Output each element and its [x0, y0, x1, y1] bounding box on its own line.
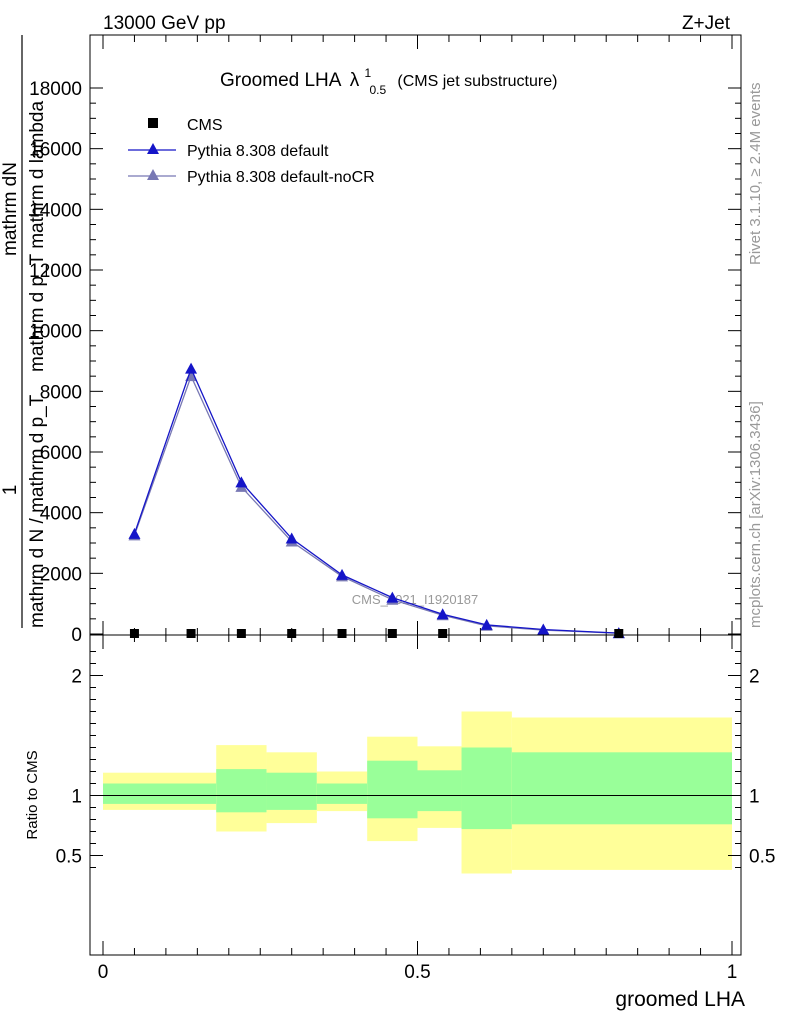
- cms-point: [236, 629, 246, 638]
- cms-point: [129, 629, 139, 638]
- main-ylabel-line2: mathrm dN: [0, 162, 21, 256]
- ratio-band-green: [511, 752, 732, 825]
- ratio-x-tick-label: 1: [727, 962, 738, 983]
- main-y-tick-label: 18000: [29, 79, 82, 100]
- energy-label: 13000 GeV pp: [103, 13, 226, 34]
- main-ylabel: 1 mathrm d N / mathrm d p_T mathrm dN ma…: [0, 35, 48, 628]
- series-point: [386, 591, 399, 603]
- ratio-y-tick-label: 0.5: [56, 847, 82, 868]
- ratio-band-green: [417, 770, 462, 812]
- series-point: [185, 362, 198, 374]
- legend: CMS Pythia 8.308 default Pythia 8.308 de…: [128, 117, 375, 186]
- main-ylabel-line1: mathrm d N / mathrm d p_T: [27, 394, 48, 628]
- plot-title-sub: 0.5: [369, 83, 386, 97]
- series-point: [128, 527, 141, 539]
- legend-marker-cms: [148, 118, 158, 128]
- ratio-y-tick-label: 1: [71, 787, 82, 808]
- ratio-y-tick-label-right: 1: [749, 787, 760, 808]
- main-y-tick-label: 2000: [40, 564, 82, 585]
- series-point: [436, 608, 449, 620]
- series-line: [133, 366, 619, 634]
- ratio-band-green: [103, 783, 217, 804]
- series-point: [235, 476, 248, 488]
- legend-label-nocr: Pythia 8.308 default-noCR: [187, 169, 375, 186]
- main-y-tick-label: 12000: [29, 261, 82, 282]
- main-series-group: [128, 362, 625, 639]
- series-line: [133, 374, 619, 634]
- legend-marker-nocr: [147, 169, 159, 180]
- series-point: [336, 568, 349, 580]
- ratio-band-green: [216, 769, 267, 813]
- cms-point: [287, 629, 297, 638]
- main-y-tick-label: 4000: [40, 504, 82, 525]
- rivet-label: Rivet 3.1.10, ≥ 2.4M events: [747, 83, 764, 266]
- series-point: [537, 623, 550, 635]
- ratio-y-tick-label: 2: [71, 667, 82, 688]
- plot-title: Groomed LHA λ 1 0.5 (CMS jet substructur…: [220, 61, 557, 99]
- ratio-x-tick-label: 0: [98, 962, 109, 983]
- ratio-xlabel: groomed LHA: [615, 988, 745, 1011]
- main-y-tick-label: 0: [71, 625, 82, 646]
- ratio-x-ticks: 0 0.5 1: [98, 635, 738, 983]
- plot-title-main: Groomed LHA: [220, 70, 342, 91]
- main-ylabel-line3: mathrm d p_T mathrm d lambda: [27, 101, 48, 372]
- ratio-x-tick-label: 0.5: [404, 962, 430, 983]
- cms-point: [387, 629, 397, 638]
- ratio-y-tick-label-right: 0.5: [749, 847, 775, 868]
- main-y-tick-label: 10000: [29, 322, 82, 343]
- mcplots-label: mcplots.cern.ch [arXiv:1306.3436]: [747, 401, 764, 628]
- series-point: [285, 532, 298, 544]
- ratio-band-green: [367, 760, 418, 819]
- plot-title-symbol: λ: [350, 70, 360, 91]
- ratio-band-green: [461, 747, 512, 830]
- cms-point: [337, 629, 347, 638]
- ratio-ylabel: Ratio to CMS: [24, 750, 41, 839]
- plot-title-note: (CMS jet substructure): [397, 73, 557, 90]
- cms-point: [614, 629, 624, 638]
- main-y-tick-label: 14000: [29, 200, 82, 221]
- main-ylabel-numerator: 1: [0, 485, 21, 496]
- main-y-ticks: 0 2000 4000 6000 8000 10000 12000 14000 16000 180…: [29, 79, 741, 646]
- ratio-bands-group: [103, 711, 732, 874]
- main-y-tick-label: 8000: [40, 382, 82, 403]
- legend-label-cms: CMS: [187, 117, 223, 134]
- cms-point: [438, 629, 448, 638]
- ratio-band-green: [316, 783, 368, 804]
- ratio-y-ticks: 0.5 0.5 1 1 2 2: [56, 651, 775, 868]
- process-label: Z+Jet: [682, 13, 731, 34]
- legend-label-default: Pythia 8.308 default: [187, 143, 329, 160]
- legend-marker-default: [147, 143, 159, 154]
- main-y-tick-label: 16000: [29, 140, 82, 161]
- main-y-tick-label: 6000: [40, 443, 82, 464]
- ratio-y-tick-label-right: 2: [749, 667, 760, 688]
- series-point: [480, 618, 493, 630]
- ratio-band-green: [266, 772, 317, 810]
- plot-title-sup: 1: [364, 66, 371, 80]
- cms-point: [186, 629, 196, 638]
